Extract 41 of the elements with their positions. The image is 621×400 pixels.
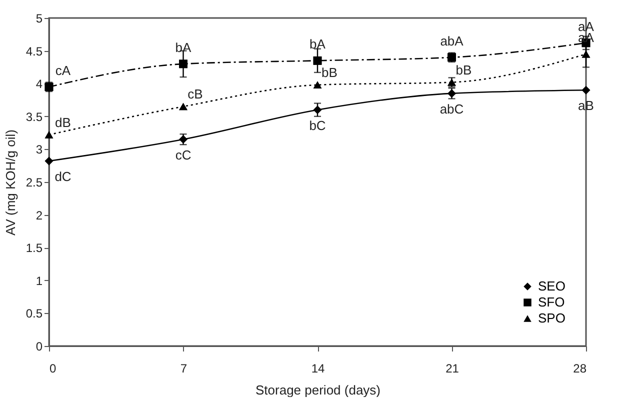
y-tick-label: 1.5 bbox=[26, 241, 43, 256]
y-axis-title: AV (mg KOH/g oil) bbox=[2, 130, 18, 236]
annotation: bB bbox=[456, 62, 472, 78]
x-tick-label: 7 bbox=[180, 362, 188, 376]
point bbox=[179, 102, 188, 110]
y-tick-label: 4 bbox=[36, 77, 43, 92]
annotation: dB bbox=[55, 114, 71, 130]
y-tick-label: 4.5 bbox=[26, 44, 43, 58]
annotation: bC bbox=[309, 118, 326, 133]
annotation: abC bbox=[440, 101, 464, 116]
y-tick-label: 5 bbox=[36, 12, 43, 26]
annotation: cC bbox=[175, 147, 192, 162]
y-tick-label: 2 bbox=[36, 208, 43, 222]
legend-label: SEO bbox=[538, 278, 566, 294]
point bbox=[44, 131, 54, 138]
x-tick-label: 0 bbox=[50, 362, 56, 376]
legend-label: SPO bbox=[538, 310, 566, 326]
annotation: cA bbox=[55, 62, 71, 78]
point bbox=[313, 106, 322, 114]
point bbox=[313, 56, 322, 65]
point bbox=[44, 156, 54, 166]
x-tick-label: 14 bbox=[311, 362, 325, 376]
x-tick-label: 28 bbox=[573, 362, 587, 376]
point bbox=[179, 60, 188, 68]
point bbox=[582, 86, 590, 94]
y-tick-label: 3 bbox=[36, 142, 43, 157]
annotation: dC bbox=[54, 169, 72, 184]
annotation: cB bbox=[188, 86, 203, 102]
annotation: bA bbox=[175, 40, 192, 55]
point bbox=[313, 81, 322, 89]
y-tick-label: 3.5 bbox=[26, 110, 43, 124]
y-tick-label: 2.5 bbox=[26, 176, 43, 190]
annotation: abA bbox=[440, 33, 464, 48]
y-tick-label: 0 bbox=[36, 340, 43, 354]
x-tick-label: 21 bbox=[446, 362, 460, 376]
annotation: bB bbox=[322, 64, 338, 80]
annotation: bA bbox=[310, 36, 326, 52]
x-axis-title: Storage period (days) bbox=[255, 382, 381, 398]
legend-label: SFO bbox=[538, 294, 565, 310]
y-tick-label: 1 bbox=[36, 274, 43, 288]
y-tick-label: 0.5 bbox=[26, 306, 43, 321]
